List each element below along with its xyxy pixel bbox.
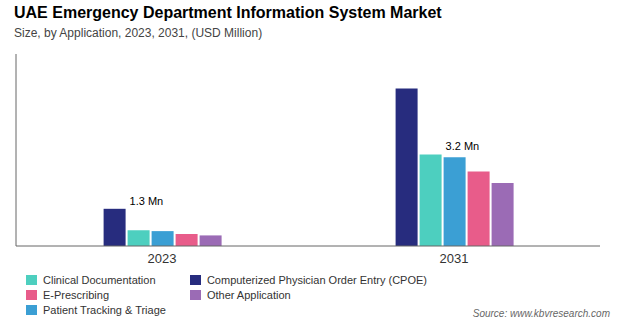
html-text:Computerized Physician Order E: Computerized Physician Order Entry (CPOE…: [206, 274, 427, 286]
svg-text:3.2 Mn: 3.2 Mn: [446, 140, 480, 152]
html-text:Source: www.kbvresearch.com: Source: www.kbvresearch.com: [472, 308, 610, 319]
svg-text:2023: 2023: [148, 251, 177, 266]
svg-text:1.3 Mn: 1.3 Mn: [130, 195, 164, 207]
html-text:Clinical Documentation: Clinical Documentation: [43, 274, 156, 286]
html-text:E-Prescribing: E-Prescribing: [43, 289, 109, 301]
svg-text:2031: 2031: [440, 251, 469, 266]
html-text:UAE Emergency Department Infor: UAE Emergency Department Information Sys…: [14, 4, 442, 21]
html-text:Patient Tracking & Triage: Patient Tracking & Triage: [43, 304, 166, 316]
html-text:Other Application: Other Application: [206, 289, 291, 301]
html-text:Size, by Application, 2023, 20: Size, by Application, 2023, 2031, (USD M…: [14, 26, 263, 40]
